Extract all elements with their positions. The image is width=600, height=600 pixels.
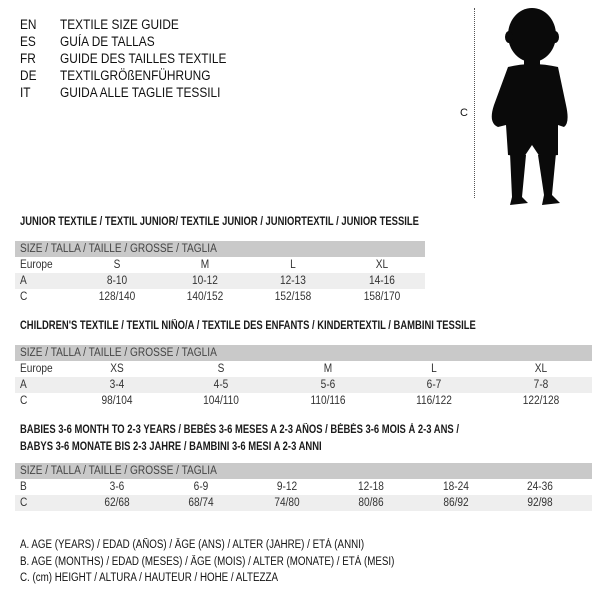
children-section-title: CHILDREN'S TEXTILE / TEXTIL NIÑO/A / TEX… [20,320,476,332]
lang-code: DE [20,68,37,83]
row-label: B [20,481,27,493]
babies-section-title: BABIES 3-6 MONTH TO 2-3 YEARS / BEBÉS 3-… [20,424,459,436]
babies-size-table: SIZE / TALLA / TAILLE / GRÖSSE / TAGLIA … [15,463,592,511]
row-label: A [20,275,27,287]
cell: 4-5 [213,379,229,391]
junior-section-title: JUNIOR TEXTILE / TEXTIL JUNIOR/ TEXTILE … [20,216,419,228]
table-header-row: SIZE / TALLA / TAILLE / GRÖSSE / TAGLIA [15,345,592,361]
cell: S [217,363,225,375]
row-label: C [20,497,28,509]
table-row: B 3-6 6-9 9-12 12-18 18-24 24-36 [15,479,592,495]
row-label: Europe [20,259,53,271]
cell: 24-36 [527,481,553,493]
table-header-row: SIZE / TALLA / TAILLE / GRÖSSE / TAGLIA [15,463,592,479]
cell: 6-7 [426,379,442,391]
legend-item-c: C. (cm) HEIGHT / ALTURA / HAUTEUR / HÖHE… [20,572,278,584]
cell: 122/128 [522,395,560,407]
legend-item-b: B. AGE (MONTHS) / EDAD (MESES) / ÂGE (MO… [20,556,395,568]
cell: 80/86 [358,497,384,509]
lang-code: EN [20,17,37,32]
table-row: A 8-10 10-12 12-13 14-16 [15,273,425,289]
cell: L [431,363,437,375]
cell: 5-6 [320,379,336,391]
header-label: SIZE / TALLA / TAILLE / GRÖSSE / TAGLIA [20,347,217,359]
height-measure-line [474,8,475,198]
cell: 152/158 [274,291,312,303]
cell: 110/116 [310,395,346,407]
lang-title: GUIDE DES TAILLES TEXTILE [60,51,227,66]
cell: 92/98 [527,497,553,509]
row-label: Europe [20,363,53,375]
table-row: A 3-4 4-5 5-6 6-7 7-8 [15,377,592,393]
cell: 7-8 [533,379,549,391]
cell: 9-12 [276,481,298,493]
junior-size-table: SIZE / TALLA / TAILLE / GRÖSSE / TAGLIA … [15,241,425,305]
cell: 14-16 [369,275,395,287]
cell: 140/152 [186,291,224,303]
height-label: C [460,107,468,119]
cell: 10-12 [192,275,218,287]
lang-title: GUÍA DE TALLAS [60,34,155,49]
cell: 116/122 [416,395,452,407]
row-label: C [20,291,28,303]
cell: 3-4 [109,379,125,391]
row-label: C [20,395,28,407]
cell: 158/170 [363,291,401,303]
table-row: C 128/140 140/152 152/158 158/170 [15,289,425,305]
table-row: C 62/68 68/74 74/80 80/86 86/92 92/98 [15,495,592,511]
cell: 86/92 [443,497,469,509]
babies-section-title-2: BABYS 3-6 MONATE BIS 2-3 JAHRE / BAMBINI… [20,441,322,453]
lang-title: TEXTILE SIZE GUIDE [60,17,179,32]
cell: 3-6 [109,481,125,493]
cell: 104/110 [203,395,239,407]
row-label: A [20,379,27,391]
cell: 8-10 [106,275,128,287]
cell: S [113,259,121,271]
cell: 98/104 [101,395,133,407]
cell: XL [375,259,389,271]
child-silhouette-icon [491,8,568,205]
lang-title: TEXTILGRÖßENFÜHRUNG [60,68,211,83]
cell: 62/68 [104,497,130,509]
table-header-row: SIZE / TALLA / TAILLE / GRÖSSE / TAGLIA [15,241,425,257]
cell: M [200,259,210,271]
cell: 18-24 [443,481,469,493]
cell: L [290,259,296,271]
cell: 128/140 [98,291,136,303]
table-row: Europe S M L XL [15,257,425,273]
cell: 74/80 [274,497,300,509]
legend-item-a: A. AGE (YEARS) / EDAD (AÑOS) / ÂGE (ANS)… [20,539,365,551]
header-label: SIZE / TALLA / TAILLE / GRÖSSE / TAGLIA [20,465,217,477]
table-row: Europe XS S M L XL [15,361,592,377]
cell: M [323,363,333,375]
lang-code: IT [20,85,31,100]
cell: 12-13 [280,275,306,287]
children-size-table: SIZE / TALLA / TAILLE / GRÖSSE / TAGLIA … [15,345,592,409]
table-row: C 98/104 104/110 110/116 116/122 122/128 [15,393,592,409]
lang-title: GUIDA ALLE TAGLIE TESSILI [60,85,221,100]
cell: XS [110,363,124,375]
cell: XL [534,363,548,375]
cell: 68/74 [188,497,214,509]
cell: 6-9 [193,481,209,493]
cell: 12-18 [358,481,384,493]
lang-code: FR [20,51,36,66]
lang-code: ES [20,34,36,49]
header-label: SIZE / TALLA / TAILLE / GRÖSSE / TAGLIA [20,243,217,255]
